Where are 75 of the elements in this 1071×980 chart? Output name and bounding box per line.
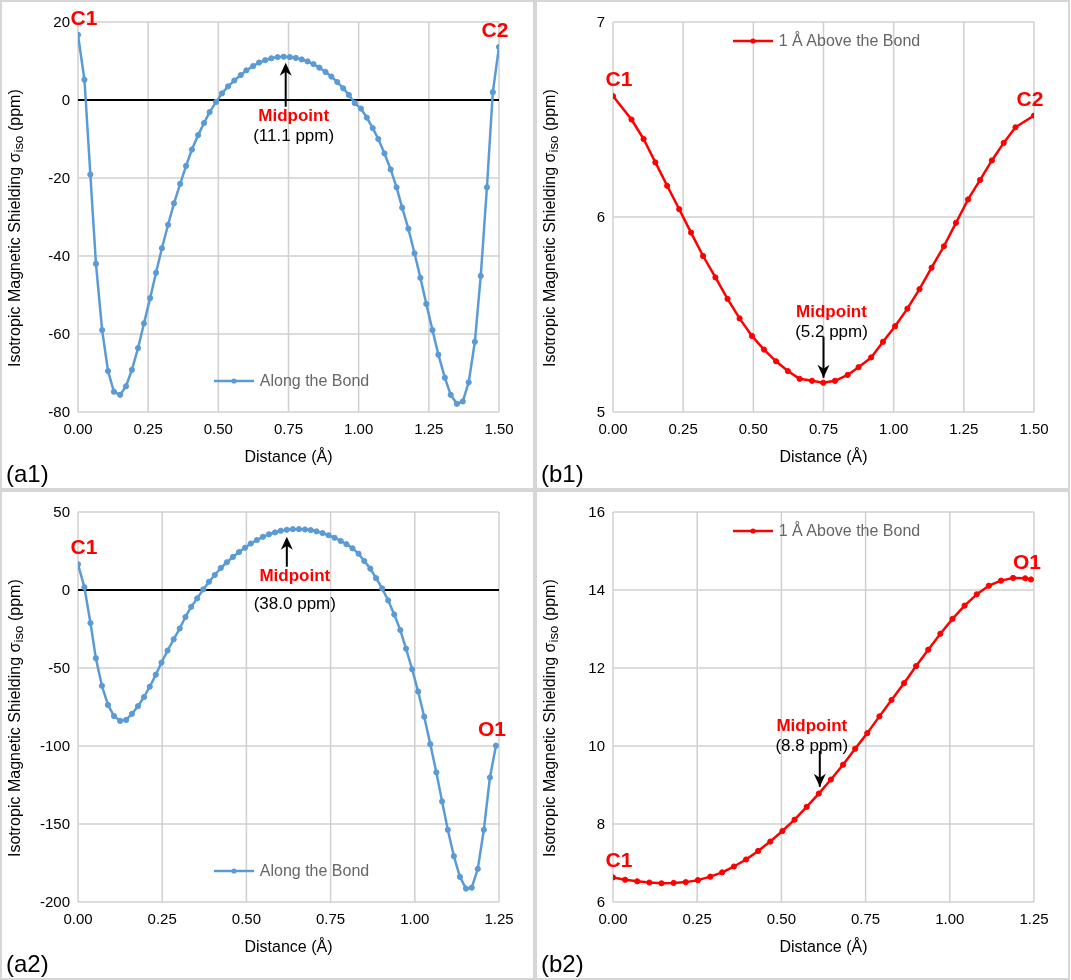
- y-tick-label: -200: [39, 893, 70, 911]
- annotation: C1: [605, 848, 633, 872]
- x-axis-title: Distance (Å): [244, 937, 333, 955]
- x-tick-label: 1.50: [484, 420, 514, 437]
- annotation: Midpoint: [796, 301, 868, 321]
- x-tick-label: 0.50: [203, 420, 233, 437]
- legend-label: 1 Å Above the Bond: [777, 32, 921, 50]
- y-tick-label: 8: [596, 815, 605, 833]
- y-tick-label: 12: [588, 659, 605, 677]
- y-tick-label: 10: [588, 737, 605, 755]
- text: (a1): [6, 460, 49, 488]
- legend-label: Along the Bond: [258, 372, 370, 390]
- x-tick-label: 1.25: [484, 910, 514, 927]
- text: (b2): [541, 950, 584, 978]
- x-tick-label: 1.00: [935, 910, 965, 927]
- y-tick-label: 5: [596, 403, 605, 421]
- annotation: C1: [70, 535, 98, 559]
- x-tick-label: 0.00: [598, 420, 628, 437]
- y-tick-label: -60: [48, 325, 70, 343]
- x-axis-title: Distance (Å): [779, 447, 868, 465]
- annotation: Midpoint: [258, 105, 330, 125]
- annotation: O1: [477, 716, 507, 740]
- x-tick-label: 1.50: [1019, 420, 1049, 437]
- x-tick-label: 0.75: [273, 420, 304, 437]
- x-tick-label: 0.75: [808, 420, 839, 437]
- x-axis-title: Distance (Å): [244, 447, 333, 465]
- y-tick-label: 0: [61, 91, 70, 109]
- x-tick-label: 1.25: [1019, 910, 1049, 927]
- y-tick-label: -20: [48, 169, 70, 187]
- y-tick-label: 7: [596, 13, 605, 31]
- x-tick-label: 0.25: [682, 910, 712, 927]
- x-tick-label: 0.25: [133, 420, 163, 437]
- x-tick-label: 0.00: [63, 420, 93, 437]
- annotation: C2: [1016, 86, 1044, 110]
- y-tick-label: 16: [588, 503, 605, 521]
- legend-label: Along the Bond: [258, 862, 370, 880]
- annotation: (11.1 ppm): [253, 125, 335, 145]
- y-tick-label: 14: [588, 581, 605, 599]
- x-tick-label: 0.25: [147, 910, 177, 927]
- annotation: (8.8 ppm): [775, 735, 849, 755]
- annotation: O1: [1012, 550, 1042, 574]
- annotation: Midpoint: [776, 715, 848, 735]
- legend-label: 1 Å Above the Bond: [777, 522, 921, 540]
- y-tick-label: 50: [53, 503, 70, 521]
- text: (a2): [6, 950, 49, 978]
- y-tick-label: 20: [53, 13, 70, 31]
- x-tick-label: 0.50: [766, 910, 796, 927]
- x-tick-label: 0.25: [668, 420, 698, 437]
- x-tick-label: 0.75: [851, 910, 881, 927]
- y-tick-label: -80: [48, 403, 70, 421]
- annotation: (5.2 ppm): [795, 321, 868, 341]
- x-tick-label: 0.00: [63, 910, 93, 927]
- x-tick-label: 1.25: [949, 420, 979, 437]
- annotation: C1: [70, 5, 98, 29]
- y-tick-label: -100: [39, 737, 70, 755]
- x-tick-label: 0.00: [598, 910, 628, 927]
- y-tick-label: 6: [596, 893, 605, 911]
- x-tick-label: 1.00: [344, 420, 374, 437]
- x-axis-title: Distance (Å): [779, 937, 868, 955]
- y-tick-label: 0: [61, 581, 70, 599]
- annotation: Midpoint: [259, 565, 331, 585]
- x-tick-label: 0.50: [738, 420, 768, 437]
- annotation: C2: [481, 17, 509, 41]
- x-tick-label: 0.75: [316, 910, 346, 927]
- y-tick-label: 6: [596, 208, 605, 226]
- x-tick-label: 0.50: [231, 910, 261, 927]
- annotation: (38.0 ppm): [253, 593, 336, 613]
- y-tick-label: -40: [48, 247, 70, 265]
- x-tick-label: 1.25: [414, 420, 444, 437]
- x-tick-label: 1.00: [879, 420, 909, 437]
- y-tick-label: -150: [39, 815, 70, 833]
- annotation: C1: [605, 67, 633, 91]
- text: (b1): [541, 460, 584, 488]
- x-tick-label: 1.00: [400, 910, 430, 927]
- y-tick-label: -50: [48, 659, 70, 677]
